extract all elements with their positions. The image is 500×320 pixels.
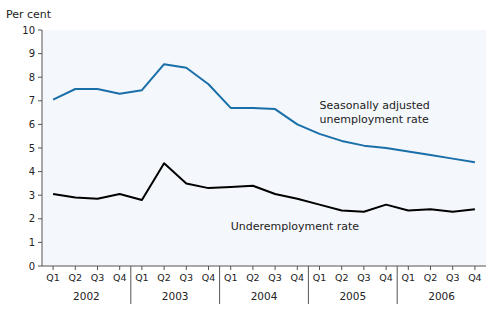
lines bbox=[53, 64, 475, 212]
x-tick bbox=[252, 266, 253, 270]
x-tick-label: Q4 bbox=[379, 272, 393, 283]
x-tick-label: Q3 bbox=[180, 272, 194, 283]
series-label: Seasonally adjustedunemployment rate bbox=[320, 99, 430, 126]
x-tick-label: Q4 bbox=[202, 272, 216, 283]
y-axis-line bbox=[42, 30, 43, 266]
x-tick-label: Q2 bbox=[157, 272, 171, 283]
year-separator bbox=[397, 266, 398, 304]
y-tick-label: 8 bbox=[29, 72, 35, 83]
y-tick bbox=[38, 266, 42, 267]
x-tick bbox=[164, 266, 165, 270]
chart: 0 1 2 3 4 5 6 7 8 9 10 Per cent Q1 Q2 Q3 Q4 Q1 Q2 Q3 Q4 Q1 Q2… bbox=[0, 0, 500, 320]
y-tick-label: 2 bbox=[29, 213, 35, 224]
y-tick bbox=[38, 124, 42, 125]
x-tick bbox=[119, 266, 120, 270]
year-label: 2003 bbox=[162, 290, 189, 302]
y-tick-label: 0 bbox=[29, 261, 35, 272]
y-tick-label: 1 bbox=[29, 237, 35, 248]
x-tick-label: Q3 bbox=[357, 272, 371, 283]
x-tick bbox=[186, 266, 187, 270]
year-separator bbox=[308, 266, 309, 304]
x-tick bbox=[297, 266, 298, 270]
x-tick-label: Q1 bbox=[46, 272, 60, 283]
y-tick bbox=[38, 171, 42, 172]
x-tick-label: Q4 bbox=[113, 272, 127, 283]
x-tick bbox=[319, 266, 320, 270]
x-tick bbox=[408, 266, 409, 270]
y-axis-label: Per cent bbox=[6, 8, 52, 21]
x-axis-line bbox=[42, 266, 486, 267]
series-line bbox=[53, 163, 475, 211]
x-tick bbox=[75, 266, 76, 270]
y-tick bbox=[38, 77, 42, 78]
x-tick bbox=[474, 266, 475, 270]
x-axis: Q1 Q2 Q3 Q4 Q1 Q2 Q3 Q4 Q1 Q2 Q3 Q4 Q1 Q2 Q3 Q4 Q1 Q2 Q3 Q4… bbox=[42, 266, 486, 304]
x-tick-label: Q4 bbox=[291, 272, 305, 283]
y-tick bbox=[38, 195, 42, 196]
year-label: 2006 bbox=[428, 290, 455, 302]
x-tick-label: Q3 bbox=[268, 272, 282, 283]
year-separator bbox=[219, 266, 220, 304]
y-tick-label: 7 bbox=[29, 95, 35, 106]
year-label: 2002 bbox=[73, 290, 100, 302]
plot-area bbox=[42, 30, 486, 266]
y-tick bbox=[38, 218, 42, 219]
x-tick-label: Q4 bbox=[468, 272, 482, 283]
x-tick-label: Q3 bbox=[446, 272, 460, 283]
x-tick bbox=[230, 266, 231, 270]
x-tick bbox=[53, 266, 54, 270]
y-tick-label: 5 bbox=[29, 143, 35, 154]
x-tick-label: Q3 bbox=[91, 272, 105, 283]
x-tick bbox=[97, 266, 98, 270]
x-tick bbox=[341, 266, 342, 270]
x-tick-label: Q1 bbox=[224, 272, 238, 283]
y-tick-label: 3 bbox=[29, 190, 35, 201]
y-tick bbox=[38, 53, 42, 54]
year-label: 2005 bbox=[339, 290, 366, 302]
x-tick bbox=[275, 266, 276, 270]
year-label: 2004 bbox=[251, 290, 278, 302]
y-tick bbox=[38, 148, 42, 149]
x-tick bbox=[363, 266, 364, 270]
x-tick bbox=[141, 266, 142, 270]
x-tick bbox=[386, 266, 387, 270]
y-tick bbox=[38, 242, 42, 243]
x-tick-label: Q1 bbox=[135, 272, 149, 283]
year-separator bbox=[130, 266, 131, 304]
x-tick bbox=[430, 266, 431, 270]
x-tick-label: Q2 bbox=[424, 272, 438, 283]
x-tick-label: Q1 bbox=[313, 272, 327, 283]
series-label: Underemployment rate bbox=[231, 220, 360, 233]
y-tick-label: 9 bbox=[29, 48, 35, 59]
x-tick-label: Q2 bbox=[246, 272, 260, 283]
x-tick-label: Q1 bbox=[402, 272, 416, 283]
x-tick bbox=[208, 266, 209, 270]
y-tick-label: 6 bbox=[29, 119, 35, 130]
series-labels: Seasonally adjustedunemployment rate Unde… bbox=[231, 99, 430, 233]
x-tick-label: Q2 bbox=[69, 272, 83, 283]
y-tick-label: 10 bbox=[22, 25, 35, 36]
y-tick bbox=[38, 30, 42, 31]
y-tick-label: 4 bbox=[29, 166, 35, 177]
series-line bbox=[53, 64, 475, 162]
x-tick bbox=[452, 266, 453, 270]
y-axis: 0 1 2 3 4 5 6 7 8 9 10 bbox=[22, 25, 42, 272]
y-tick bbox=[38, 100, 42, 101]
x-tick-label: Q2 bbox=[335, 272, 349, 283]
